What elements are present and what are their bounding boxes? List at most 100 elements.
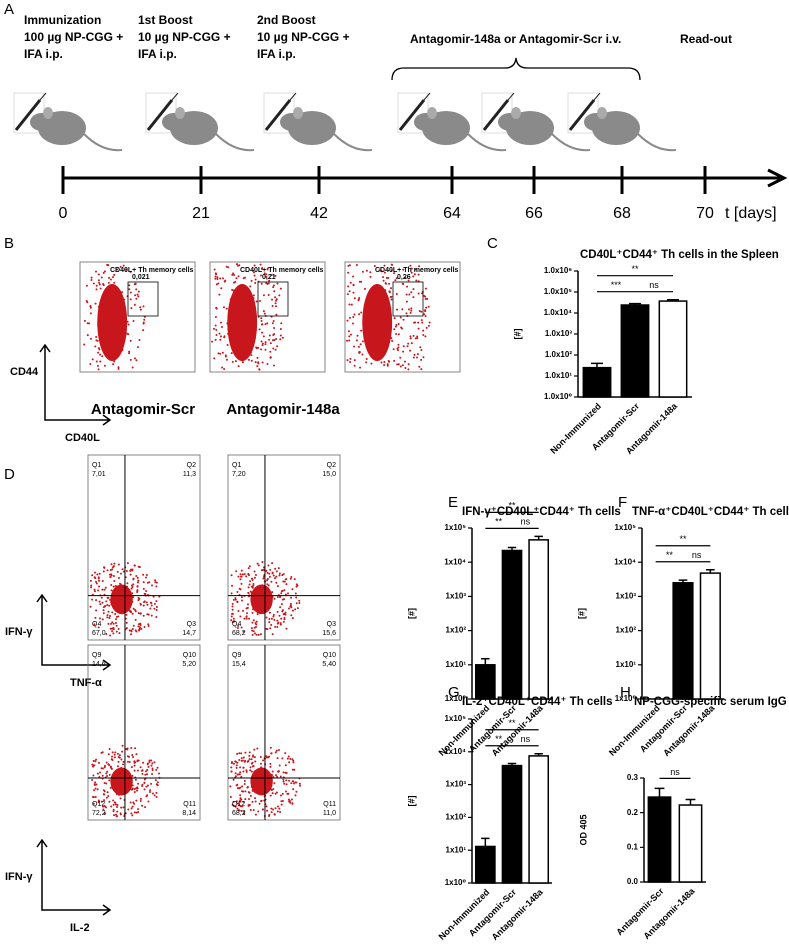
event-dot bbox=[126, 320, 129, 323]
mouse-icon bbox=[397, 92, 507, 152]
event-dot bbox=[105, 321, 108, 324]
event-dot bbox=[238, 264, 241, 267]
event-dot bbox=[131, 788, 134, 791]
bar bbox=[678, 804, 703, 883]
event-dot bbox=[151, 767, 154, 770]
event-dot bbox=[275, 313, 278, 316]
event-dot bbox=[112, 289, 115, 292]
event-dot bbox=[112, 590, 115, 593]
bar bbox=[474, 664, 496, 700]
event-dot bbox=[406, 285, 409, 288]
event-dot bbox=[287, 592, 290, 595]
event-dot bbox=[139, 308, 142, 311]
event-dot bbox=[153, 607, 156, 610]
event-dot bbox=[383, 364, 386, 367]
chart-title: NP-CGG-specific serum IgG bbox=[634, 696, 787, 708]
event-dot bbox=[136, 786, 139, 789]
event-dot bbox=[127, 808, 130, 811]
event-dot bbox=[131, 753, 134, 756]
event-dot bbox=[361, 353, 364, 356]
event-dot bbox=[101, 767, 104, 770]
event-dot bbox=[253, 604, 256, 607]
event-dot bbox=[133, 303, 136, 306]
event-dot bbox=[112, 808, 115, 811]
event-dot bbox=[94, 795, 97, 798]
event-dot bbox=[143, 318, 146, 321]
event-text: 100 µg NP-CGG + bbox=[24, 30, 123, 44]
event-dot bbox=[217, 352, 220, 355]
event-dot bbox=[414, 268, 417, 271]
x-axis-label: TNF-α bbox=[70, 677, 102, 689]
event-dot bbox=[388, 282, 391, 285]
event-dot bbox=[407, 342, 410, 345]
event-dot bbox=[421, 292, 424, 295]
event-dot bbox=[105, 782, 108, 785]
event-dot bbox=[359, 343, 362, 346]
event-dot bbox=[214, 324, 217, 327]
event-dot bbox=[236, 761, 239, 764]
event-dot bbox=[115, 805, 118, 808]
event-dot bbox=[269, 746, 272, 749]
event-dot bbox=[230, 770, 233, 773]
event-dot bbox=[253, 576, 256, 579]
needle bbox=[423, 92, 431, 101]
significance-label: ns bbox=[649, 280, 659, 290]
error-bar bbox=[534, 753, 543, 756]
event-dot bbox=[284, 611, 287, 614]
event-dot bbox=[135, 753, 138, 756]
panel-letter: E bbox=[448, 494, 458, 511]
bar bbox=[699, 572, 721, 700]
event-dot bbox=[98, 283, 101, 286]
event-dot bbox=[369, 275, 372, 278]
event-dot bbox=[136, 769, 139, 772]
event-dot bbox=[133, 790, 136, 793]
event-dot bbox=[116, 765, 119, 768]
event-dot bbox=[155, 768, 158, 771]
event-dot bbox=[232, 598, 235, 601]
event-dot bbox=[257, 564, 260, 567]
event-dot bbox=[108, 307, 111, 310]
event-dot bbox=[241, 354, 244, 357]
event-dot bbox=[274, 751, 277, 754]
mouse-icon bbox=[481, 92, 591, 152]
event-dot bbox=[103, 766, 106, 769]
y-tick-label: 1.0x10¹ bbox=[545, 371, 572, 380]
event-dot bbox=[262, 597, 265, 600]
event-dot bbox=[122, 763, 125, 766]
event-dot bbox=[250, 314, 253, 317]
event-dot bbox=[128, 284, 131, 287]
event-dot bbox=[247, 309, 250, 312]
event-dot bbox=[348, 339, 351, 342]
event-dot bbox=[141, 804, 144, 807]
event-dot bbox=[108, 773, 111, 776]
significance-label: ** bbox=[631, 264, 639, 274]
event-dot bbox=[149, 601, 152, 604]
event-dot bbox=[133, 769, 136, 772]
event-dot bbox=[103, 781, 106, 784]
event-dot bbox=[142, 573, 145, 576]
error-bar bbox=[481, 837, 490, 847]
event-dot bbox=[86, 334, 89, 337]
event-dot bbox=[91, 779, 94, 782]
event-dot bbox=[91, 598, 94, 601]
panel-letter: B bbox=[4, 235, 14, 252]
event-dot bbox=[280, 803, 283, 806]
event-dot bbox=[151, 584, 154, 587]
event-dot bbox=[109, 286, 112, 289]
event-dot bbox=[130, 746, 133, 749]
event-dot bbox=[99, 320, 102, 323]
event-dot bbox=[111, 630, 114, 633]
event-dot bbox=[238, 334, 241, 337]
event-dot bbox=[274, 792, 277, 795]
event-dot bbox=[91, 358, 94, 361]
event-dot bbox=[288, 761, 291, 764]
event-dot bbox=[213, 357, 216, 360]
event-dot bbox=[425, 326, 428, 329]
event-dot bbox=[409, 335, 412, 338]
event-dot bbox=[116, 783, 119, 786]
event-dot bbox=[266, 362, 269, 365]
event-dot bbox=[216, 276, 219, 279]
event-dot bbox=[153, 794, 156, 797]
event-dot bbox=[105, 772, 108, 775]
mouse-ear bbox=[597, 107, 607, 119]
